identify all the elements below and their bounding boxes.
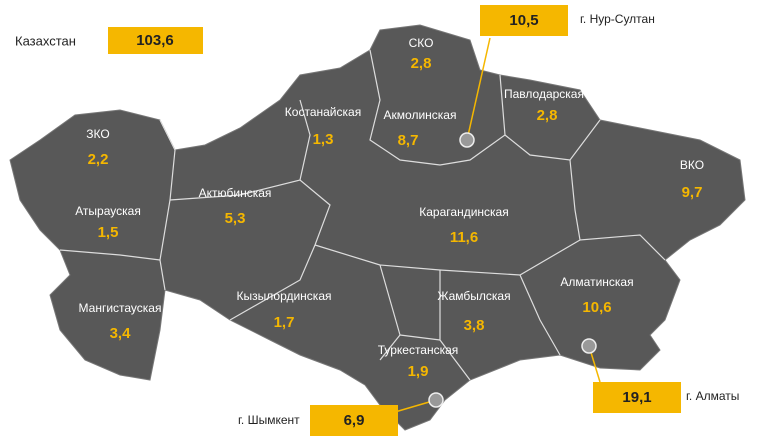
region-value: 3,8 xyxy=(464,317,485,334)
region-name: Акмолинская xyxy=(384,108,457,122)
region-value: 1,7 xyxy=(274,314,295,331)
region-name: Алматинская xyxy=(560,275,633,289)
region-value: 1,5 xyxy=(98,224,119,241)
region-name: Кызылординская xyxy=(237,289,332,303)
city-name: г. Шымкент xyxy=(238,413,300,427)
city-value: 19,1 xyxy=(622,389,651,406)
city-box xyxy=(480,5,568,36)
city-value: 6,9 xyxy=(344,412,365,429)
city-box xyxy=(310,405,398,436)
region-value: 3,4 xyxy=(110,325,132,342)
region-name: Атырауская xyxy=(75,204,141,218)
region-value: 2,8 xyxy=(411,55,432,72)
city-marker xyxy=(459,132,475,148)
city-marker xyxy=(428,392,444,408)
region-name: Туркестанская xyxy=(378,343,459,357)
total-label: Казахстан xyxy=(15,33,76,48)
region-value: 2,8 xyxy=(537,107,558,124)
region-borders xyxy=(59,49,666,381)
region-value: 11,6 xyxy=(450,229,478,246)
total-value: 103,6 xyxy=(136,32,174,49)
region-value: 9,7 xyxy=(682,184,703,201)
leader-line xyxy=(466,37,491,141)
region-value: 1,3 xyxy=(313,131,334,148)
region-name: Павлодарская xyxy=(504,87,584,101)
city-value: 10,5 xyxy=(509,12,538,29)
region-value: 5,3 xyxy=(225,210,246,227)
city-name: г. Алматы xyxy=(686,389,739,403)
region-value: 10,6 xyxy=(582,299,611,316)
region-name: Костанайская xyxy=(285,105,361,119)
region-value: 1,9 xyxy=(408,363,429,380)
region-name: СКО xyxy=(409,36,434,50)
city-marker xyxy=(581,338,597,354)
region-name: Мангистауская xyxy=(79,301,162,315)
city-name: г. Нур-Султан xyxy=(580,12,655,26)
region-name: ЗКО xyxy=(86,127,109,141)
region-value: 8,7 xyxy=(398,132,419,149)
city-box xyxy=(593,382,681,413)
total-box xyxy=(108,27,203,54)
country-shape xyxy=(9,24,746,431)
region-name: Актюбинская xyxy=(199,186,272,200)
region-name: ВКО xyxy=(680,158,704,172)
region-name: Жамбылская xyxy=(437,289,510,303)
region-value: 2,2 xyxy=(88,151,109,168)
region-name: Карагандинская xyxy=(419,205,508,219)
